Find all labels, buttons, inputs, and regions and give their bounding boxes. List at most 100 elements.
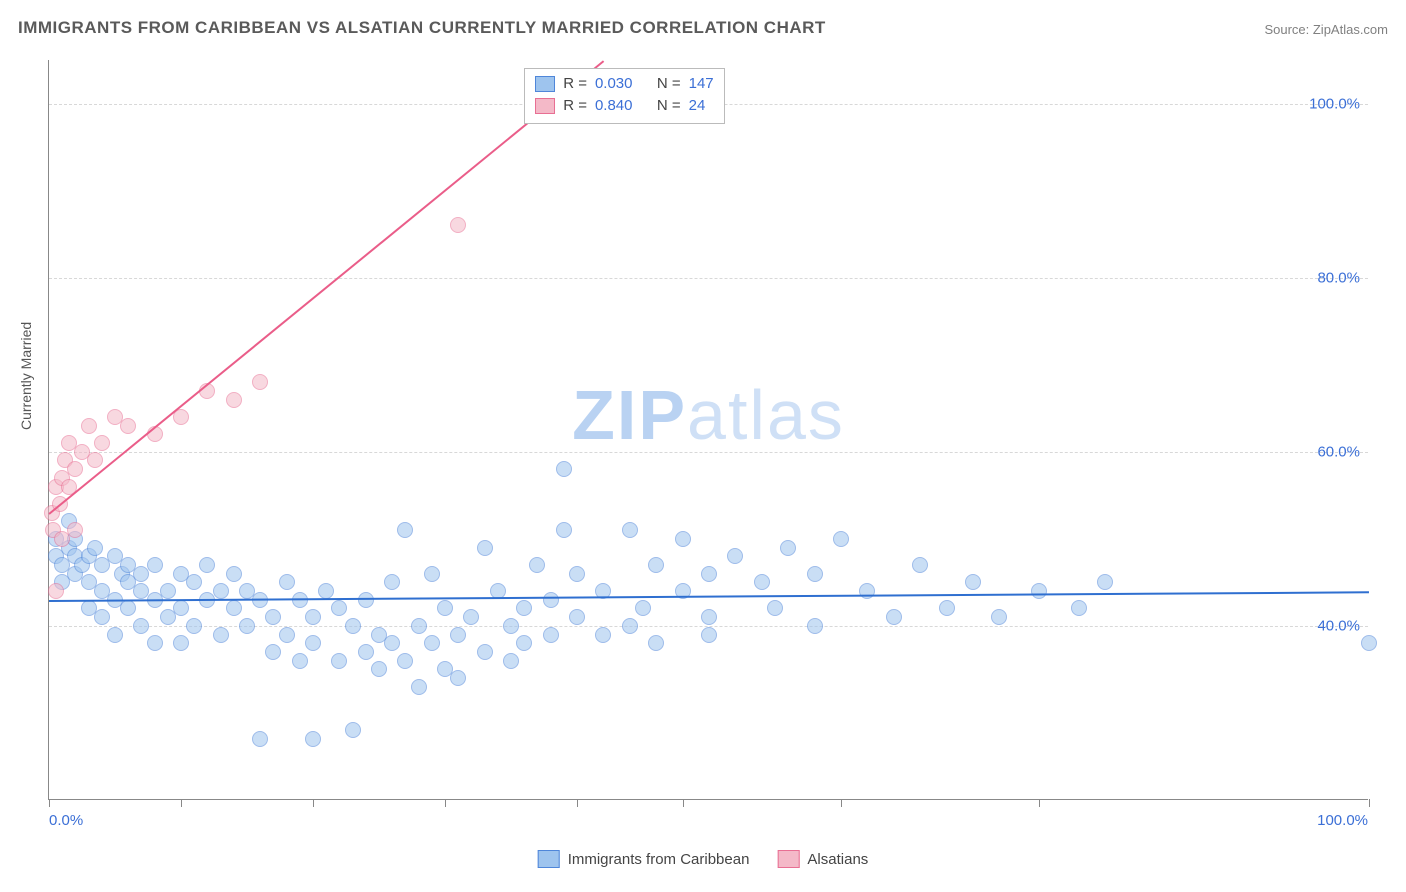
data-point	[226, 566, 242, 582]
data-point	[833, 531, 849, 547]
data-point	[279, 574, 295, 590]
data-point	[120, 600, 136, 616]
data-point	[147, 635, 163, 651]
data-point	[648, 635, 664, 651]
data-point	[450, 670, 466, 686]
y-axis-title: Currently Married	[18, 322, 34, 430]
bottom-legend: Immigrants from Caribbean Alsatians	[538, 850, 869, 868]
data-point	[94, 435, 110, 451]
x-tick-label-max: 100.0%	[1317, 812, 1368, 829]
data-point	[1097, 574, 1113, 590]
data-point	[569, 609, 585, 625]
data-point	[675, 531, 691, 547]
stat-label-r: R =	[563, 95, 587, 117]
x-tick	[1039, 799, 1040, 807]
data-point	[529, 557, 545, 573]
data-point	[556, 522, 572, 538]
data-point	[81, 418, 97, 434]
data-point	[648, 557, 664, 573]
x-tick	[683, 799, 684, 807]
stat-value-r: 0.030	[595, 73, 633, 95]
x-tick	[1369, 799, 1370, 807]
data-point	[305, 731, 321, 747]
stats-row: R = 0.840 N = 24	[535, 95, 713, 117]
data-point	[807, 566, 823, 582]
data-point	[358, 644, 374, 660]
data-point	[265, 609, 281, 625]
stat-value-r: 0.840	[595, 95, 633, 117]
data-point	[173, 600, 189, 616]
data-point	[87, 540, 103, 556]
data-point	[160, 583, 176, 599]
source-label: Source:	[1264, 22, 1312, 37]
data-point	[477, 644, 493, 660]
watermark: ZIPatlas	[572, 375, 845, 455]
data-point	[173, 635, 189, 651]
data-point	[345, 618, 361, 634]
data-point	[767, 600, 783, 616]
data-point	[120, 418, 136, 434]
data-point	[424, 635, 440, 651]
data-point	[859, 583, 875, 599]
data-point	[226, 600, 242, 616]
stat-label-n: N =	[657, 95, 681, 117]
stats-legend-box: R = 0.030 N = 147R = 0.840 N = 24	[524, 68, 724, 124]
stat-label-r: R =	[563, 73, 587, 95]
data-point	[226, 392, 242, 408]
data-point	[371, 661, 387, 677]
data-point	[807, 618, 823, 634]
data-point	[516, 635, 532, 651]
stat-value-n: 24	[689, 95, 706, 117]
data-point	[450, 627, 466, 643]
legend-label: Immigrants from Caribbean	[568, 851, 750, 868]
data-point	[265, 644, 281, 660]
data-point	[186, 618, 202, 634]
data-point	[87, 452, 103, 468]
data-point	[569, 566, 585, 582]
data-point	[503, 653, 519, 669]
data-point	[622, 618, 638, 634]
data-point	[595, 627, 611, 643]
data-point	[622, 522, 638, 538]
data-point	[397, 522, 413, 538]
data-point	[886, 609, 902, 625]
data-point	[939, 600, 955, 616]
x-tick	[313, 799, 314, 807]
data-point	[701, 566, 717, 582]
data-point	[305, 635, 321, 651]
data-point	[384, 574, 400, 590]
data-point	[1071, 600, 1087, 616]
data-point	[94, 609, 110, 625]
gridline	[49, 452, 1368, 453]
data-point	[754, 574, 770, 590]
data-point	[48, 583, 64, 599]
data-point	[965, 574, 981, 590]
data-point	[318, 583, 334, 599]
data-point	[437, 600, 453, 616]
y-tick-label: 60.0%	[1300, 443, 1360, 460]
data-point	[239, 618, 255, 634]
data-point	[450, 217, 466, 233]
y-tick-label: 100.0%	[1300, 95, 1360, 112]
data-point	[252, 731, 268, 747]
data-point	[397, 653, 413, 669]
data-point	[107, 627, 123, 643]
data-point	[67, 522, 83, 538]
data-point	[556, 461, 572, 477]
trend-line	[48, 60, 604, 514]
legend-label: Alsatians	[807, 851, 868, 868]
data-point	[701, 609, 717, 625]
chart-title: IMMIGRANTS FROM CARIBBEAN VS ALSATIAN CU…	[18, 18, 826, 38]
x-tick	[577, 799, 578, 807]
scatter-plot-area: ZIPatlas 40.0%60.0%80.0%100.0%0.0%100.0%…	[48, 60, 1368, 800]
stat-label-n: N =	[657, 73, 681, 95]
legend-item: Alsatians	[777, 850, 868, 868]
data-point	[384, 635, 400, 651]
x-tick	[181, 799, 182, 807]
data-point	[463, 609, 479, 625]
data-point	[635, 600, 651, 616]
legend-swatch	[535, 98, 555, 114]
data-point	[543, 627, 559, 643]
data-point	[727, 548, 743, 564]
data-point	[543, 592, 559, 608]
